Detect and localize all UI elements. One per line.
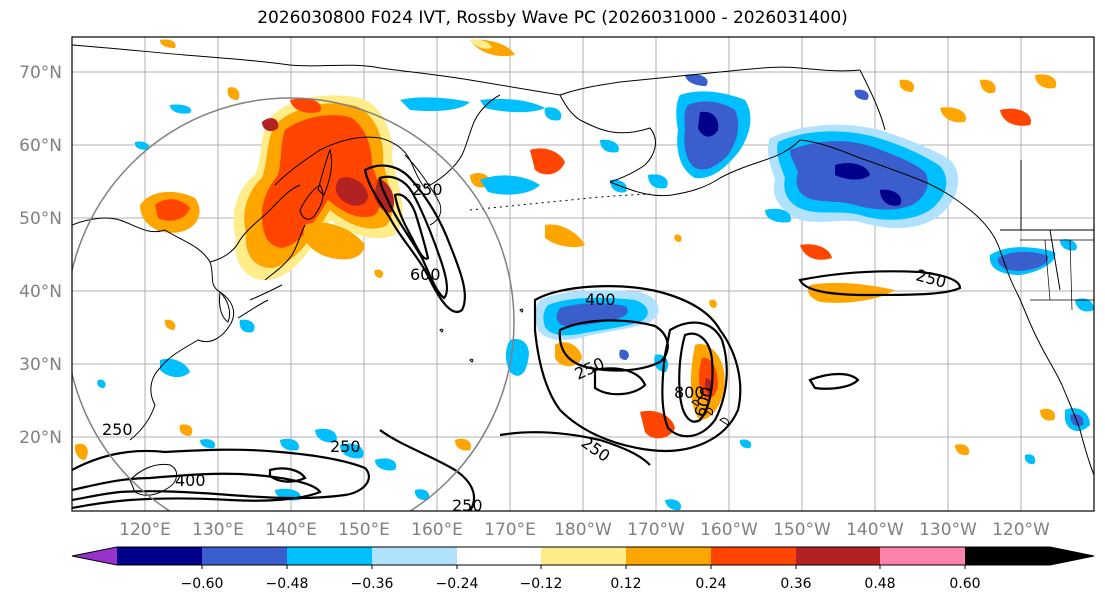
lat-label: 60°N (19, 136, 62, 156)
colorbar-tick-label: 0.36 (780, 576, 811, 592)
colorbar-outline (71, 546, 1095, 566)
colorbar-segment (880, 547, 965, 565)
colorbar-tick-label: −0.24 (436, 576, 479, 592)
colorbar-tick-label: 0.12 (610, 576, 641, 592)
ivt-label: 250 (412, 180, 443, 199)
lat-label: 20°N (19, 428, 62, 448)
colorbar-tick-label: −0.60 (181, 576, 224, 592)
longitude-labels: 120°E 130°E 140°E 150°E 160°E 170°E 180°… (119, 520, 1050, 540)
colorbar-segment (202, 547, 287, 565)
colorbar: −0.60 −0.48 −0.36 −0.24 −0.12 0.12 0.24 … (71, 546, 1095, 592)
lon-label: 120°W (992, 520, 1050, 540)
colorbar-segment (117, 547, 202, 565)
ivt-label: 800 (674, 383, 705, 402)
colorbar-segment (796, 547, 880, 565)
colorbar-segment (541, 547, 626, 565)
lat-label: 50°N (19, 209, 62, 229)
lon-label: 150°W (773, 520, 831, 540)
lat-label: 40°N (19, 282, 62, 302)
lon-label: 160°E (411, 520, 463, 540)
map-frame (71, 36, 1095, 512)
rossby-wave-circle (72, 97, 515, 511)
colorbar-segment (72, 547, 117, 565)
colorbar-segment (372, 547, 457, 565)
lat-label: 30°N (19, 355, 62, 375)
ivt-label: 250 (102, 420, 133, 439)
negative-pc-shading (97, 74, 1094, 511)
colorbar-segment (965, 547, 1094, 565)
lat-label: 70°N (19, 63, 62, 83)
colorbar-segment (626, 547, 711, 565)
lon-label: 180°W (554, 520, 612, 540)
coastlines (72, 44, 1094, 496)
lon-label: 150°E (338, 520, 390, 540)
lon-label: 160°W (700, 520, 758, 540)
colorbar-segment (457, 547, 541, 565)
colorbar-tick-label: −0.48 (266, 576, 309, 592)
ivt-label: 600 (410, 265, 441, 284)
lon-label: 140°E (265, 520, 317, 540)
lon-label: 130°E (192, 520, 244, 540)
ivt-label: 400 (175, 471, 206, 490)
ivt-label: 250 (452, 496, 483, 515)
colorbar-segment (287, 547, 372, 565)
colorbar-tick-label: 0.60 (949, 576, 980, 592)
lon-label: 170°W (627, 520, 685, 540)
colorbar-tick-label: −0.36 (351, 576, 394, 592)
colorbar-tick-label: −0.12 (520, 576, 563, 592)
colorbar-tick-label: 0.24 (695, 576, 726, 592)
ivt-contours (72, 164, 962, 511)
ivt-label: 250 (330, 437, 361, 456)
lon-label: 140°W (846, 520, 904, 540)
colorbar-segment (711, 547, 796, 565)
positive-pc-shading (74, 39, 1057, 460)
colorbar-tick-label: 0.48 (864, 576, 895, 592)
lon-label: 130°W (919, 520, 977, 540)
lon-label: 170°E (484, 520, 536, 540)
lon-label: 120°E (119, 520, 171, 540)
map-title: 2026030800 F024 IVT, Rossby Wave PC (202… (257, 8, 848, 28)
latitude-labels: 70°N 60°N 50°N 40°N 30°N 20°N (19, 63, 62, 448)
ivt-label: 400 (585, 290, 616, 309)
